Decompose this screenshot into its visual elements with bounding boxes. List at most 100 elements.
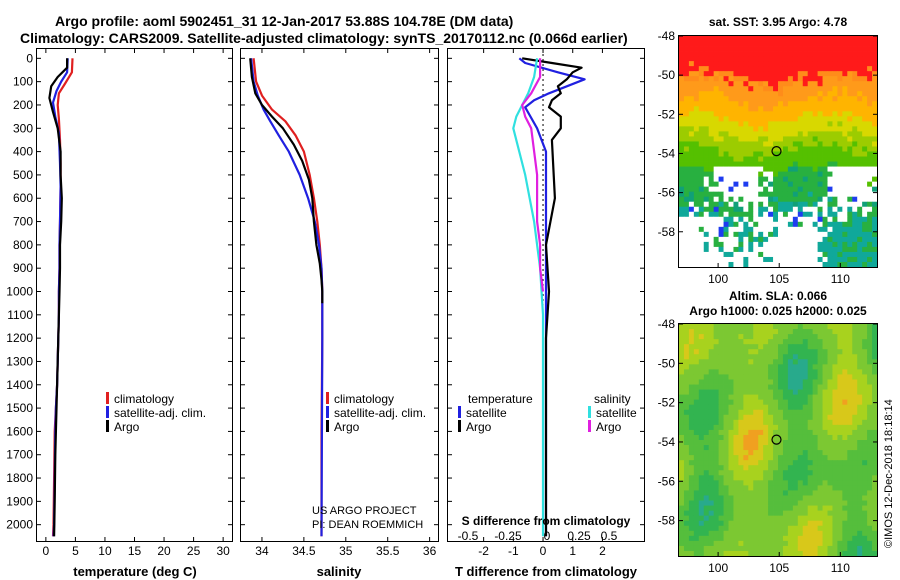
heatmap-cell: [718, 256, 724, 263]
heatmap-cell: [753, 359, 759, 365]
heatmap-cell: [852, 450, 858, 456]
heatmap-cell: [812, 166, 818, 172]
heatmap-cell: [713, 515, 719, 522]
heatmap-cell: [812, 76, 818, 82]
heatmap-cell: [787, 151, 794, 157]
lat-tick-label: -56: [658, 474, 676, 488]
heatmap-cell: [782, 241, 789, 248]
heatmap-cell: [812, 465, 818, 471]
heatmap-cell: [748, 500, 754, 506]
heatmap-cell: [698, 236, 705, 243]
heatmap-cell: [698, 515, 705, 522]
heatmap-cell: [842, 206, 848, 213]
heatmap-cell: [738, 344, 744, 350]
heatmap-cell: [847, 246, 853, 253]
heatmap-cell: [792, 176, 799, 183]
heatmap-cell: [703, 186, 710, 193]
heatmap-cell: [822, 231, 828, 238]
heatmap-cell: [723, 414, 729, 421]
heatmap-cell: [847, 409, 853, 416]
heatmap-cell: [753, 106, 759, 112]
heatmap-cell: [703, 424, 710, 431]
heatmap-cell: [679, 181, 685, 188]
heatmap-cell: [713, 414, 719, 421]
heatmap-cell: [708, 470, 715, 476]
heatmap-cell: [703, 121, 710, 127]
heatmap-cell: [773, 151, 779, 157]
heatmap-cell: [862, 419, 868, 426]
heatmap-cell: [723, 409, 729, 416]
heatmap-cell: [787, 445, 794, 451]
heatmap-cell: [753, 66, 759, 72]
heatmap-cell: [782, 96, 789, 102]
heatmap-cell: [857, 500, 863, 506]
heatmap-cell: [768, 231, 774, 238]
heatmap-cell: [763, 515, 769, 522]
heatmap-cell: [679, 495, 685, 501]
heatmap-cell: [758, 480, 764, 486]
heatmap-cell: [792, 81, 799, 87]
heatmap-cell: [842, 156, 848, 162]
heatmap-cell: [708, 490, 715, 496]
heatmap-cell: [698, 339, 705, 345]
heatmap-cell: [738, 176, 744, 183]
heatmap-cell: [847, 490, 853, 496]
heatmap-cell: [733, 231, 739, 238]
heatmap-cell: [807, 91, 814, 97]
heatmap-cell: [822, 241, 828, 248]
heatmap-cell: [807, 354, 814, 360]
heatmap-cell: [822, 475, 828, 481]
heatmap-cell: [872, 231, 878, 238]
heatmap-cell: [857, 56, 863, 62]
heatmap-cell: [768, 216, 774, 223]
heatmap-cell: [837, 470, 843, 476]
heatmap-cell: [713, 181, 719, 188]
heatmap-cell: [723, 241, 729, 248]
heatmap-cell: [753, 56, 759, 62]
heatmap-cell: [802, 545, 809, 552]
heatmap-cell: [817, 324, 823, 330]
heatmap-cell: [683, 349, 690, 355]
heatmap-cell: [683, 256, 690, 263]
heatmap-cell: [812, 500, 818, 506]
heatmap-cell: [832, 126, 838, 132]
heatmap-cell: [753, 126, 759, 132]
heatmap-cell: [842, 201, 848, 208]
heatmap-cell: [787, 201, 794, 208]
heatmap-cell: [693, 151, 700, 157]
heatmap-cell: [698, 540, 705, 547]
heatmap-cell: [679, 196, 685, 203]
heatmap-cell: [778, 470, 784, 476]
heatmap-cell: [832, 389, 838, 396]
heatmap-cell: [807, 171, 814, 178]
heatmap-cell: [827, 369, 833, 375]
heatmap-cell: [797, 515, 804, 522]
heatmap-cell: [683, 181, 690, 188]
heatmap-cell: [683, 251, 690, 258]
heatmap-cell: [802, 251, 809, 258]
heatmap-cell: [832, 141, 838, 147]
heatmap-cell: [778, 329, 784, 335]
heatmap-cell: [683, 409, 690, 416]
heatmap-cell: [807, 344, 814, 350]
heatmap-cell: [758, 535, 764, 542]
heatmap-cell: [817, 369, 823, 375]
legend-label-climatology: climatology: [334, 392, 394, 406]
heatmap-cell: [693, 51, 700, 57]
heatmap-cell: [847, 324, 853, 330]
heatmap-cell: [728, 51, 734, 57]
heatmap-cell: [763, 121, 769, 127]
heatmap-cell: [698, 450, 705, 456]
heatmap-cell: [852, 201, 858, 208]
heatmap-cell: [763, 500, 769, 506]
heatmap-cell: [748, 106, 754, 112]
heatmap-cell: [857, 126, 863, 132]
heatmap-cell: [718, 51, 724, 57]
heatmap-cell: [847, 334, 853, 340]
heatmap-cell: [797, 455, 804, 461]
heatmap-cell: [792, 96, 799, 102]
heatmap-cell: [698, 96, 705, 102]
heatmap-cell: [693, 186, 700, 193]
heatmap-cell: [782, 424, 789, 431]
heatmap-cell: [862, 440, 868, 446]
